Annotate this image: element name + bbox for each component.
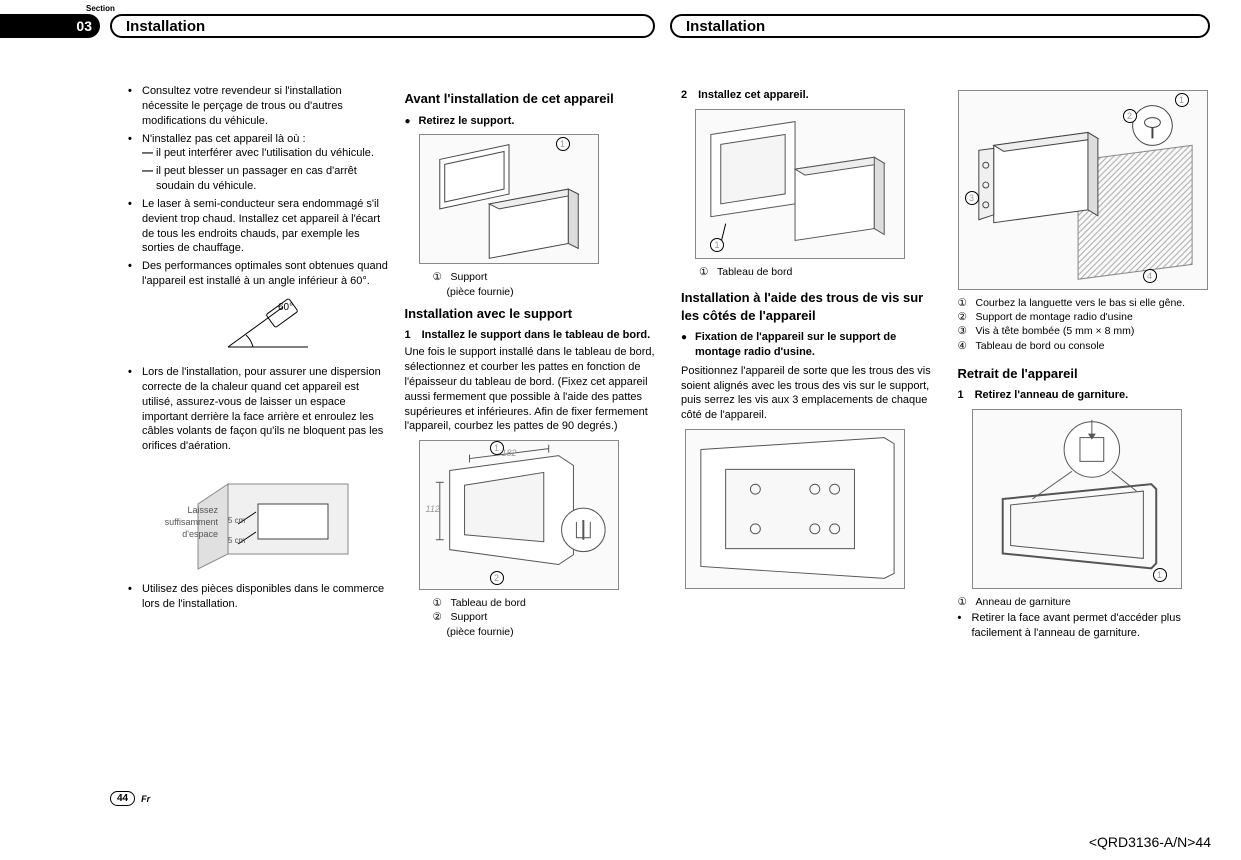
legend-num: ① <box>958 296 972 310</box>
list-item: Des performances optimales sont obtenues… <box>128 259 389 289</box>
sub-list-item: il peut blesser un passager en cas d'arr… <box>142 164 389 194</box>
legend-num: ① <box>699 265 713 279</box>
legend-text: Support <box>451 270 488 284</box>
legend-text: Support <box>451 610 488 624</box>
angle-figure: 60° <box>208 297 328 357</box>
step-number: 1 <box>958 388 972 403</box>
legend-trim: ① Anneau de garniture <box>958 595 1219 609</box>
legend-fig2: ① Tableau de bord ② Support (pièce fourn… <box>433 596 666 639</box>
page-bubble: 44 <box>110 791 135 806</box>
legend-num: ① <box>958 595 972 609</box>
legend-text: Tableau de bord ou console <box>976 339 1105 353</box>
figure-dashboard: 1 2 182 112 <box>419 440 666 590</box>
heading-trous: Installation à l'aide des trous de vis s… <box>681 289 942 324</box>
legend-num: ④ <box>958 339 972 353</box>
figure-side-holes <box>695 429 942 589</box>
step-2: 2 Installez cet appareil. <box>681 88 942 103</box>
list-item-text: N'installez pas cet appareil là où : <box>142 133 306 145</box>
sub-list-item: il peut interférer avec l'utilisation du… <box>142 146 389 161</box>
step-body: Une fois le support installé dans le tab… <box>405 345 666 434</box>
retrait-step-1: 1 Retirez l'anneau de garniture. <box>958 388 1219 403</box>
step-title: Installez le support dans le tableau de … <box>422 329 651 341</box>
page-content: Consultez votre revendeur si l'installat… <box>128 84 1218 644</box>
list-item: Retirer la face avant permet d'accéder p… <box>958 611 1219 641</box>
legend-text: Tableau de bord <box>717 265 792 279</box>
legend-num: ① <box>433 270 447 284</box>
dim-182: 182 <box>502 447 517 459</box>
callout-2: 2 <box>1123 109 1137 123</box>
column-4: 1 2 3 4 ① Courbez la languette vers le ba… <box>958 84 1219 644</box>
callout-1: 1 <box>710 238 724 252</box>
step-number: 1 <box>405 328 419 343</box>
list-item: Consultez votre revendeur si l'installat… <box>128 84 389 129</box>
column-2: Avant l'installation de cet appareil Ret… <box>405 84 666 644</box>
angle-label: 60° <box>278 301 293 315</box>
header-right: Installation <box>670 14 1210 38</box>
space-dim-1: 5 cm <box>228 516 245 527</box>
lead-fixation: Fixation de l'appareil sur le support de… <box>681 330 942 360</box>
callout-2: 2 <box>490 571 504 585</box>
legend-text: Courbez la languette vers le bas si elle… <box>976 296 1186 310</box>
column-1: Consultez votre revendeur si l'installat… <box>128 84 389 644</box>
column-3: 2 Installez cet appareil. 1 ① Tableau de… <box>681 84 942 644</box>
doc-code: <QRD3136-A/N>44 <box>1089 834 1211 850</box>
callout-4: 4 <box>1143 269 1157 283</box>
page-number: 44 Fr <box>110 791 150 806</box>
legend-num: ② <box>433 610 447 624</box>
legend-text: Anneau de garniture <box>976 595 1071 609</box>
section-label: Section <box>86 4 115 13</box>
space-dim-2: 5 cm <box>228 536 245 547</box>
lead-retirez: Retirez le support. <box>405 114 666 129</box>
callout-1: 1 <box>1153 568 1167 582</box>
figure-support: 1 <box>419 134 666 264</box>
step-title: Installez cet appareil. <box>698 89 809 101</box>
callout-3: 3 <box>965 191 979 205</box>
section-number-tab: 03 <box>0 14 100 38</box>
step-title: Retirez l'anneau de garniture. <box>975 389 1129 401</box>
callout-1: 1 <box>1175 93 1189 107</box>
list-item: N'installez pas cet appareil là où : il … <box>128 132 389 194</box>
figure-trim-ring: 1 <box>972 409 1219 589</box>
step-number: 2 <box>681 88 695 103</box>
legend-sub: (pièce fournie) <box>447 625 666 639</box>
heading-avant: Avant l'installation de cet appareil <box>405 90 666 108</box>
legend-num: ③ <box>958 324 972 338</box>
legend-text: Tableau de bord <box>451 596 526 610</box>
header-left: Installation <box>110 14 655 38</box>
legend-fig3: ① Tableau de bord <box>699 265 942 279</box>
figure-install: 1 <box>695 109 942 259</box>
space-figure: Laissez suffisamment d'espace 5 cm 5 cm <box>168 464 368 574</box>
heading-avec: Installation avec le support <box>405 305 666 323</box>
list-item: Lors de l'installation, pour assurer une… <box>128 365 389 454</box>
step-1: 1 Installez le support dans le tableau d… <box>405 328 666 343</box>
page-lang: Fr <box>141 794 150 804</box>
dim-112: 112 <box>426 503 440 515</box>
heading-retrait: Retrait de l'appareil <box>958 365 1219 383</box>
list-item: Utilisez des pièces disponibles dans le … <box>128 582 389 612</box>
space-note: Laissez suffisamment d'espace <box>138 504 218 540</box>
fixation-body: Positionnez l'appareil de sorte que les … <box>681 364 942 423</box>
legend-mounting: ① Courbez la languette vers le bas si ell… <box>958 296 1219 353</box>
legend-sub: (pièce fournie) <box>447 285 666 299</box>
legend-num: ② <box>958 310 972 324</box>
figure-mounting: 1 2 3 4 <box>958 90 1219 290</box>
list-item: Le laser à semi-conducteur sera endommag… <box>128 197 389 256</box>
callout-1: 1 <box>556 137 570 151</box>
legend-text: Vis à tête bombée (5 mm × 8 mm) <box>976 324 1135 338</box>
legend-fig1: ① Support (pièce fournie) <box>433 270 666 298</box>
legend-text: Support de montage radio d'usine <box>976 310 1133 324</box>
legend-num: ① <box>433 596 447 610</box>
